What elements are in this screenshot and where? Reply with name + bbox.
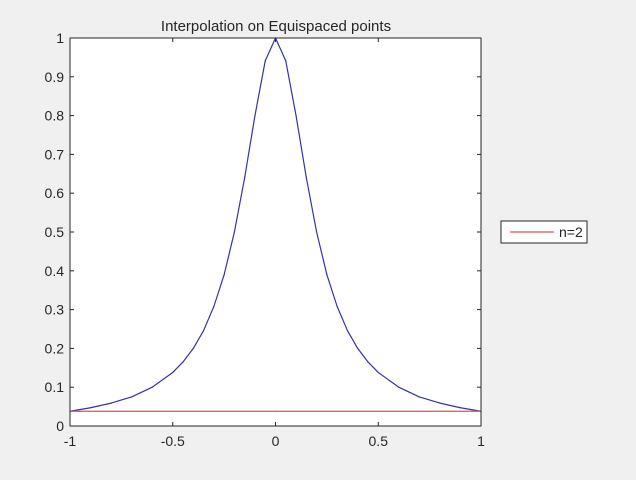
series-0-point: [285, 60, 287, 62]
series-0-point: [192, 347, 194, 349]
series-0-point: [439, 402, 441, 404]
y-tick-label: 0.2: [45, 340, 65, 356]
y-tick-label: 0.6: [45, 185, 65, 201]
series-0-point: [326, 274, 328, 276]
series-0-point: [110, 402, 112, 404]
x-tick-label: 0: [272, 433, 280, 449]
series-0-point: [254, 115, 256, 117]
series-0-point: [459, 407, 462, 409]
series-0-point: [357, 347, 359, 349]
series-0-point: [336, 305, 338, 308]
y-tick-label: 0: [56, 418, 64, 434]
series-0-point: [223, 274, 225, 276]
y-tick-label: 0.8: [45, 108, 65, 124]
y-axis-ticks: 0 0.1 0.2 0.3 0.4 0.5 0.6 0.7 0.8 0.9 1: [45, 30, 481, 434]
series-0-point: [418, 396, 420, 398]
y-tick-label: 0.7: [45, 146, 65, 162]
legend-label: n=2: [559, 224, 583, 240]
x-tick-label: -1: [64, 433, 77, 449]
series-0-point: [367, 361, 369, 363]
x-tick-label: 0.5: [369, 433, 389, 449]
series-0-point: [151, 386, 153, 388]
series-0-point: [346, 329, 349, 332]
series-0-point: [172, 371, 174, 374]
plot-area: [70, 38, 481, 426]
chart-title: Interpolation on Equispaced points: [161, 18, 391, 35]
legend: n=2: [500, 220, 588, 244]
y-tick-label: 0.4: [45, 263, 65, 279]
series-0-point: [182, 361, 184, 363]
series-0-point: [202, 329, 205, 332]
series-0-point: [131, 396, 133, 398]
y-tick-label: 0.3: [45, 302, 65, 318]
series-0-point: [316, 231, 318, 233]
series-0-point: [213, 305, 215, 308]
series-0-point: [377, 371, 379, 374]
y-tick-label: 0.9: [45, 69, 65, 85]
x-tick-label: 1: [477, 433, 485, 449]
series-0-point: [233, 231, 235, 233]
series-1-point: [274, 410, 277, 412]
y-tick-label: 1: [56, 30, 64, 46]
y-tick-label: 0.5: [45, 224, 65, 240]
series-0-point: [305, 177, 307, 179]
series-0-point: [398, 386, 400, 388]
series-0-point: [264, 60, 266, 62]
series-0-point: [89, 407, 92, 409]
series-0-point: [244, 177, 246, 179]
x-tick-label: -0.5: [161, 433, 185, 449]
series-0-point: [295, 115, 297, 117]
y-tick-label: 0.1: [45, 379, 65, 395]
axes-box: [69, 37, 482, 427]
